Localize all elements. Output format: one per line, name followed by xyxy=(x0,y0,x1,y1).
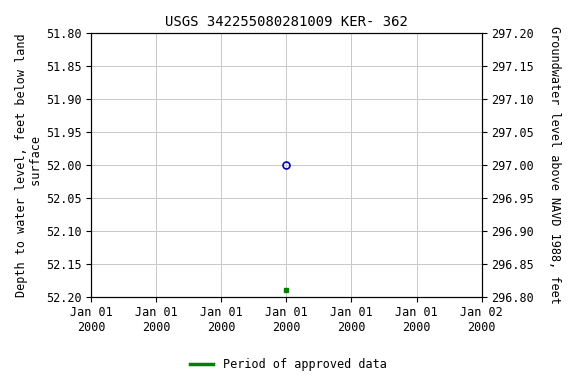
Y-axis label: Groundwater level above NAVD 1988, feet: Groundwater level above NAVD 1988, feet xyxy=(548,26,561,304)
Legend: Period of approved data: Period of approved data xyxy=(185,354,391,376)
Title: USGS 342255080281009 KER- 362: USGS 342255080281009 KER- 362 xyxy=(165,15,408,29)
Y-axis label: Depth to water level, feet below land
 surface: Depth to water level, feet below land su… xyxy=(15,33,43,297)
